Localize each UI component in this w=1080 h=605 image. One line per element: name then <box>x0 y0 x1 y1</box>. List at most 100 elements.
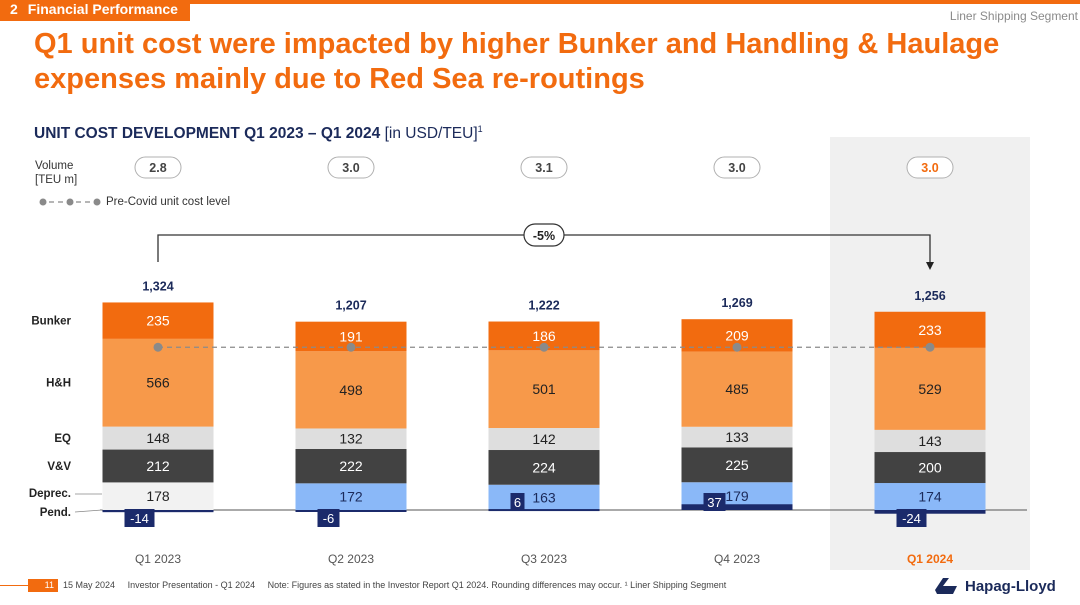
top-accent-bar <box>0 0 1080 4</box>
volume-pill-q3-2023 <box>520 156 568 179</box>
volume-pill-q2-2023 <box>327 156 375 179</box>
data-label-deprec-q2-2023: 172 <box>339 489 363 505</box>
row-label-eq: EQ <box>54 433 71 445</box>
bar-eq-q2-2023 <box>295 428 407 449</box>
volume-value-q1-2024: 3.0 <box>921 161 938 175</box>
bar-eq-q3-2023 <box>488 428 600 451</box>
change-value: -5% <box>533 229 555 243</box>
ship-logo-icon <box>935 578 957 594</box>
x-tick-label-q1-2024: Q1 2024 <box>907 552 953 566</box>
bar-deprec-q2-2023 <box>295 483 407 510</box>
pre-covid-marker-q1-2024 <box>925 342 935 352</box>
bar-hh-q1-2024 <box>874 347 986 430</box>
volume-value-q4-2023: 3.0 <box>728 161 745 175</box>
bar-vv-q2-2023 <box>295 448 407 484</box>
row-leader-pend <box>74 509 103 513</box>
legend-label: Pre-Covid unit cost level <box>106 196 230 208</box>
footer-note: Note: Figures as stated in the Investor … <box>267 580 727 590</box>
data-label-vv-q1-2024: 200 <box>918 460 942 476</box>
row-label-hh: H&H <box>46 378 71 390</box>
data-label-hh-q1-2024: 529 <box>918 381 942 397</box>
change-pill <box>523 223 565 247</box>
bar-bunker-q1-2023 <box>102 302 214 339</box>
data-label-vv-q2-2023: 222 <box>339 458 363 474</box>
data-label-hh-q2-2023: 498 <box>339 382 363 398</box>
x-tick-label-q1-2023: Q1 2023 <box>135 552 181 566</box>
bar-deprec-q3-2023 <box>488 484 600 510</box>
bar-vv-q4-2023 <box>681 447 793 483</box>
total-label-q4-2023: 1,269 <box>721 296 752 310</box>
volume-pill-q4-2023 <box>713 156 761 179</box>
total-label-q2-2023: 1,207 <box>335 299 366 313</box>
change-arrowhead <box>926 262 934 270</box>
pre-covid-marker-q2-2023 <box>346 342 356 352</box>
bar-pend-q1-2024 <box>874 510 986 514</box>
data-label-pend-q3-2023: 6 <box>514 495 521 510</box>
volume-value-q1-2023: 2.8 <box>149 161 166 175</box>
row-label-deprec: Deprec. <box>29 488 71 500</box>
footer-line <box>0 585 28 586</box>
bar-deprec-q1-2024 <box>874 483 986 510</box>
pend-label-box-q1-2024 <box>896 509 927 527</box>
bar-vv-q1-2023 <box>102 449 214 483</box>
bar-eq-q4-2023 <box>681 426 793 448</box>
section-title: Financial Performance <box>27 1 178 17</box>
bar-pend-q4-2023 <box>681 504 793 510</box>
data-label-deprec-q3-2023: 163 <box>532 489 556 505</box>
volume-value-q2-2023: 3.0 <box>342 161 359 175</box>
data-label-pend-q1-2023: -14 <box>130 511 149 526</box>
data-label-deprec-q4-2023: 179 <box>725 488 749 504</box>
data-label-pend-q2-2023: -6 <box>323 511 335 526</box>
footer-text: 15 May 2024 Investor Presentation - Q1 2… <box>63 580 736 590</box>
pre-covid-marker-q3-2023 <box>539 342 549 352</box>
bar-vv-q3-2023 <box>488 450 600 485</box>
volume-label-line1: Volume <box>35 160 74 172</box>
data-label-bunker-q1-2024: 233 <box>918 322 942 338</box>
page-title: Q1 unit cost were impacted by higher Bun… <box>34 28 1000 95</box>
section-number: 2 <box>10 1 18 17</box>
bar-eq-q1-2023 <box>102 426 214 450</box>
data-label-deprec-q1-2024: 174 <box>918 489 942 505</box>
data-label-deprec-q1-2023: 178 <box>146 488 170 504</box>
row-label-bunker: Bunker <box>31 316 71 328</box>
footer-date: 15 May 2024 <box>63 580 116 590</box>
data-label-eq-q2-2023: 132 <box>339 431 363 447</box>
legend: Pre-Covid unit cost level <box>38 196 230 208</box>
chart-subtitle-main: UNIT COST DEVELOPMENT Q1 2023 – Q1 2024 <box>34 125 381 143</box>
data-label-eq-q4-2023: 133 <box>725 429 749 445</box>
footnote-mark: 1 <box>477 124 483 134</box>
footer-doc: Investor Presentation - Q1 2024 <box>127 580 256 590</box>
total-label-q3-2023: 1,222 <box>528 299 559 313</box>
bar-hh-q1-2023 <box>102 338 214 427</box>
logo-name: Hapag-Lloyd <box>965 577 1056 595</box>
pend-label-box-q1-2023 <box>124 509 155 527</box>
volume-pill-q1-2023 <box>134 156 182 179</box>
bar-hh-q4-2023 <box>681 351 793 427</box>
x-tick-label-q4-2023: Q4 2023 <box>714 552 760 566</box>
data-label-bunker-q3-2023: 186 <box>532 328 556 344</box>
data-label-eq-q1-2024: 143 <box>918 433 942 449</box>
row-label-pend: Pend. <box>40 507 71 519</box>
bar-bunker-q1-2024 <box>874 311 986 348</box>
volume-label: Volume [TEU m] <box>35 159 77 187</box>
bar-hh-q3-2023 <box>488 350 600 429</box>
bar-hh-q2-2023 <box>295 351 407 429</box>
dashed-line-legend-icon <box>39 198 101 206</box>
data-label-hh-q3-2023: 501 <box>532 381 556 397</box>
data-label-vv-q4-2023: 225 <box>725 457 749 473</box>
data-label-eq-q1-2023: 148 <box>146 430 170 446</box>
bar-pend-q3-2023 <box>488 509 600 512</box>
data-label-hh-q1-2023: 566 <box>146 375 170 391</box>
total-label-q1-2023: 1,324 <box>142 279 173 293</box>
data-label-bunker-q2-2023: 191 <box>339 328 363 344</box>
data-label-pend-q4-2023: 37 <box>707 495 721 510</box>
pend-label-box-q4-2023 <box>703 493 726 511</box>
volume-value-q3-2023: 3.1 <box>535 161 552 175</box>
bar-vv-q1-2024 <box>874 452 986 484</box>
data-label-hh-q4-2023: 485 <box>725 381 749 397</box>
bar-pend-q1-2023 <box>102 510 214 513</box>
page-number: 11 <box>28 579 58 592</box>
chart-subtitle-unit: [in USD/TEU] <box>384 125 478 143</box>
row-label-vv: V&V <box>47 461 71 473</box>
section-tab: 2 Financial Performance <box>0 0 190 21</box>
